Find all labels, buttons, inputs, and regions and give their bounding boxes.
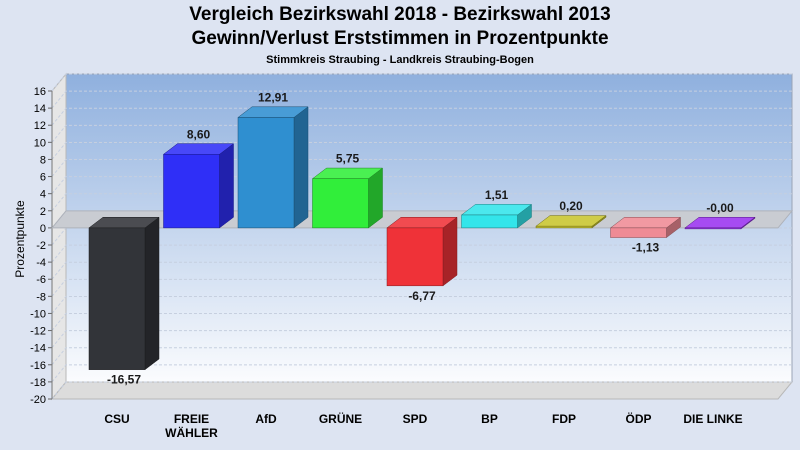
- bar-side-face: [442, 216, 458, 287]
- bar-fdp: [535, 215, 607, 229]
- y-tick-label: -16: [30, 360, 46, 372]
- value-label: 0,20: [559, 199, 583, 213]
- grid-line: [51, 244, 792, 263]
- value-label: 12,91: [258, 90, 288, 104]
- x-tick-label: FDP: [552, 412, 576, 426]
- bar-front-face: [88, 227, 146, 370]
- grid-line: [51, 176, 792, 194]
- value-label: 8,60: [187, 127, 211, 141]
- bar-grüne: [311, 167, 384, 229]
- value-label: -6,77: [408, 289, 436, 303]
- grid-line: [51, 124, 792, 143]
- grid-line: [51, 313, 792, 331]
- bar-die-linke: [684, 216, 756, 230]
- y-tick-label: 12: [34, 120, 46, 132]
- y-tick-label: -18: [30, 377, 46, 389]
- grid-line: [51, 347, 792, 366]
- bar-side-face: [144, 216, 160, 371]
- y-tick-label: -2: [36, 240, 46, 252]
- chart-title-line2: Gewinn/Verlust Erststimmen in Prozentpun…: [191, 28, 609, 49]
- y-tick-label: -8: [36, 291, 46, 303]
- y-tick-label: 2: [40, 206, 46, 218]
- y-tick-label: 10: [34, 137, 46, 149]
- bar-side-face: [219, 143, 234, 229]
- x-tick-label: BP: [481, 412, 498, 426]
- grid-line: [51, 278, 792, 297]
- y-tick-label: 4: [40, 189, 46, 201]
- bar-front-face: [163, 154, 220, 229]
- grid-line: [51, 364, 792, 383]
- y-tick-label: 8: [40, 154, 46, 166]
- x-tick-label: AfD: [255, 412, 277, 426]
- y-tick-label: -4: [36, 257, 46, 269]
- chart-subtitle: Stimmkreis Straubing - Landkreis Straubi…: [266, 54, 534, 66]
- x-tick-label: SPD: [403, 412, 428, 426]
- x-tick-label: CSU: [104, 412, 129, 426]
- y-tick-label: -20: [30, 394, 46, 406]
- y-tick-label: 0: [40, 223, 46, 235]
- x-tick-label: FREIE: [174, 412, 209, 426]
- x-tick-label: WÄHLER: [165, 425, 218, 440]
- grid-line: [51, 381, 792, 400]
- bar-front-face: [237, 117, 295, 229]
- y-tick-label: -6: [36, 274, 46, 286]
- value-label: 5,75: [336, 152, 360, 166]
- x-tick-label: GRÜNE: [319, 411, 362, 426]
- grid-line: [51, 330, 792, 348]
- bar-front-face: [386, 227, 444, 287]
- bar-spd: [386, 216, 458, 287]
- bar-front-face: [684, 227, 742, 230]
- value-label: 1,51: [485, 188, 509, 202]
- grid-line: [51, 193, 792, 212]
- y-tick-label: -12: [30, 326, 46, 338]
- grid-line: [51, 295, 792, 314]
- bar-ödp: [609, 216, 682, 239]
- grid-line: [51, 141, 792, 160]
- bar-front-face: [461, 214, 518, 229]
- grid-line: [51, 261, 792, 280]
- y-tick-label: 6: [40, 172, 46, 184]
- grid-line: [51, 90, 792, 109]
- x-tick-label: DIE LINKE: [683, 412, 742, 426]
- bar-freie-wähler: [162, 143, 235, 229]
- bar-front-face: [312, 178, 369, 229]
- value-label: -16,57: [107, 373, 141, 387]
- y-tick-label: -14: [30, 343, 46, 355]
- bar-side-face: [293, 106, 309, 229]
- bar-afd: [237, 106, 309, 229]
- value-label: -1,13: [632, 241, 660, 255]
- grid-line: [51, 159, 792, 177]
- chart-title: Vergleich Bezirkswahl 2018 - Bezirkswahl…: [189, 4, 611, 25]
- bar-bp: [460, 203, 533, 229]
- plot-floor: [50, 381, 794, 400]
- grid-line: [51, 107, 792, 126]
- bar-front-face: [535, 225, 593, 229]
- bar-csu: [88, 216, 160, 371]
- bar-front-face: [610, 227, 667, 238]
- grid-line: [51, 73, 792, 92]
- value-label: -0,00: [706, 201, 734, 215]
- y-tick-label: 14: [34, 103, 46, 115]
- y-tick-label: -10: [30, 308, 46, 320]
- y-tick-label: 16: [34, 86, 46, 98]
- x-tick-label: ÖDP: [625, 411, 651, 426]
